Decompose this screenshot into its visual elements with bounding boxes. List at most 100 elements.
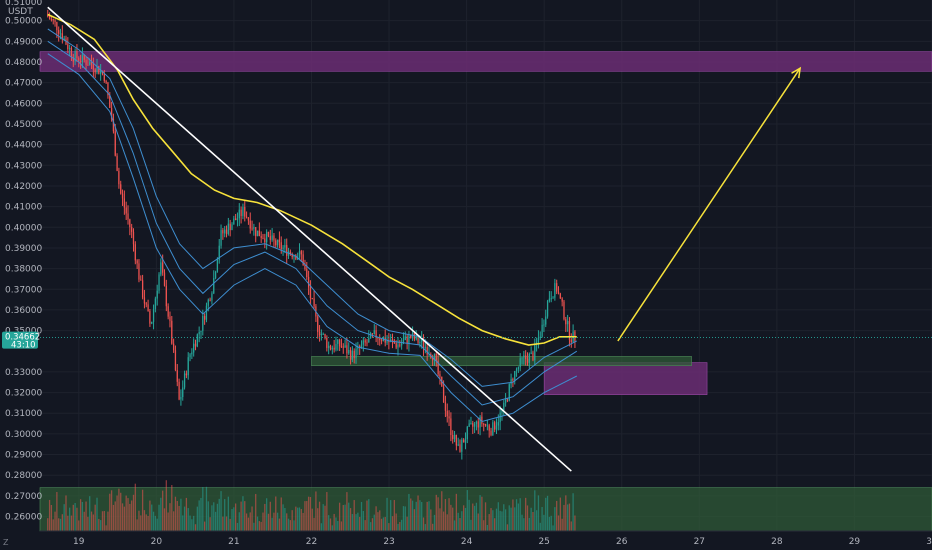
volume-bar bbox=[495, 508, 498, 531]
volume-bar bbox=[448, 498, 450, 531]
time-axis[interactable]: 19 20 21 22 23 24 25 26 27 28 29 30 bbox=[40, 530, 932, 547]
volume-bar bbox=[118, 488, 120, 531]
volume-bars bbox=[47, 480, 576, 531]
candle-body bbox=[70, 48, 73, 58]
volume-bar bbox=[360, 501, 363, 531]
ma-fast-2-line bbox=[47, 40, 578, 406]
volume-bar bbox=[151, 504, 153, 531]
volume-bar bbox=[326, 492, 328, 531]
volume-bar bbox=[338, 502, 341, 531]
volume-bar bbox=[218, 498, 220, 531]
candle-body bbox=[225, 229, 228, 234]
volume-bar bbox=[101, 511, 104, 531]
demand-zone-2 bbox=[311, 356, 692, 367]
tradingview-z-logo-icon[interactable]: Z bbox=[3, 538, 9, 547]
candle-body bbox=[335, 343, 337, 350]
volume-bar bbox=[477, 513, 479, 531]
volume-bar bbox=[127, 498, 129, 531]
candle-body bbox=[442, 386, 445, 403]
volume-bar bbox=[249, 512, 251, 531]
candle-body bbox=[63, 38, 65, 40]
candle-body bbox=[269, 236, 271, 240]
price-tag-background bbox=[2, 331, 38, 349]
volume-bar bbox=[373, 514, 375, 531]
candle-body bbox=[147, 304, 149, 312]
volume-bar bbox=[96, 497, 98, 531]
candle-body bbox=[388, 341, 390, 343]
volume-bar bbox=[328, 515, 330, 531]
candle-body bbox=[165, 285, 167, 307]
candle-body bbox=[534, 343, 536, 361]
volume-bar bbox=[444, 499, 447, 531]
volume-bar bbox=[497, 502, 499, 531]
y-tick-label-8: 0.42000 bbox=[5, 182, 42, 192]
volume-bar bbox=[548, 516, 551, 531]
candle-body bbox=[138, 263, 140, 280]
volume-bar bbox=[504, 509, 507, 531]
ma-slow-line bbox=[47, 13, 577, 346]
candle-body bbox=[47, 14, 49, 17]
candle-body bbox=[340, 346, 343, 348]
currency-label: USDT bbox=[8, 7, 33, 17]
candle-body bbox=[349, 350, 352, 360]
volume-bar bbox=[110, 490, 113, 531]
candle-body bbox=[300, 251, 302, 255]
volume-bar bbox=[430, 509, 432, 531]
candle-body bbox=[52, 19, 54, 21]
candle-body bbox=[459, 444, 461, 452]
candle-body bbox=[457, 444, 459, 446]
volume-bar bbox=[535, 510, 538, 531]
volume-bar bbox=[152, 511, 155, 531]
candle-body bbox=[78, 58, 80, 62]
y-tick-label-1: 0.49000 bbox=[5, 37, 42, 47]
volume-bar bbox=[346, 492, 348, 531]
volume-bar bbox=[94, 504, 96, 531]
volume-bar bbox=[87, 516, 89, 531]
candle-body bbox=[67, 44, 69, 50]
volume-bar bbox=[125, 495, 127, 531]
volume-bar bbox=[70, 515, 73, 531]
candle-body bbox=[302, 254, 304, 266]
candle-body bbox=[351, 350, 354, 360]
volume-bar bbox=[439, 508, 441, 531]
candle-body bbox=[79, 61, 82, 63]
candle-body bbox=[477, 421, 479, 428]
candle-body bbox=[229, 223, 231, 231]
volume-bar bbox=[512, 499, 514, 531]
candle-body bbox=[109, 95, 111, 108]
volume-bar bbox=[557, 515, 560, 531]
candle-body bbox=[236, 218, 239, 221]
volume-bar bbox=[284, 507, 286, 531]
volume-bar bbox=[72, 504, 74, 531]
volume-bar bbox=[563, 504, 565, 531]
volume-bar bbox=[238, 512, 240, 531]
candle-body bbox=[499, 412, 501, 423]
candle-body bbox=[158, 274, 160, 291]
supply-zone-1 bbox=[543, 362, 708, 395]
x-tick-label-1: 20 bbox=[151, 537, 163, 547]
volume-bar bbox=[79, 499, 82, 531]
candle-body bbox=[284, 245, 286, 248]
volume-bar bbox=[109, 493, 111, 531]
volume-bar bbox=[539, 522, 541, 531]
candle-body bbox=[329, 345, 332, 350]
volume-bar bbox=[65, 495, 67, 531]
volume-bar bbox=[397, 523, 399, 531]
volume-bar bbox=[143, 510, 146, 531]
moving-averages bbox=[47, 13, 578, 423]
volume-bar bbox=[83, 511, 85, 531]
candle-body bbox=[103, 73, 105, 81]
volume-bar bbox=[183, 506, 186, 531]
volume-bar bbox=[433, 514, 436, 531]
volume-bar bbox=[256, 516, 259, 531]
candle-body bbox=[537, 337, 540, 343]
volume-bar bbox=[475, 502, 478, 531]
volume-bar bbox=[390, 500, 392, 531]
volume-bar bbox=[174, 496, 177, 531]
candle-body bbox=[218, 245, 220, 260]
volume-bar bbox=[479, 495, 481, 531]
volume-bar bbox=[160, 497, 162, 531]
volume-bar bbox=[353, 500, 355, 531]
volume-bar bbox=[470, 519, 472, 531]
